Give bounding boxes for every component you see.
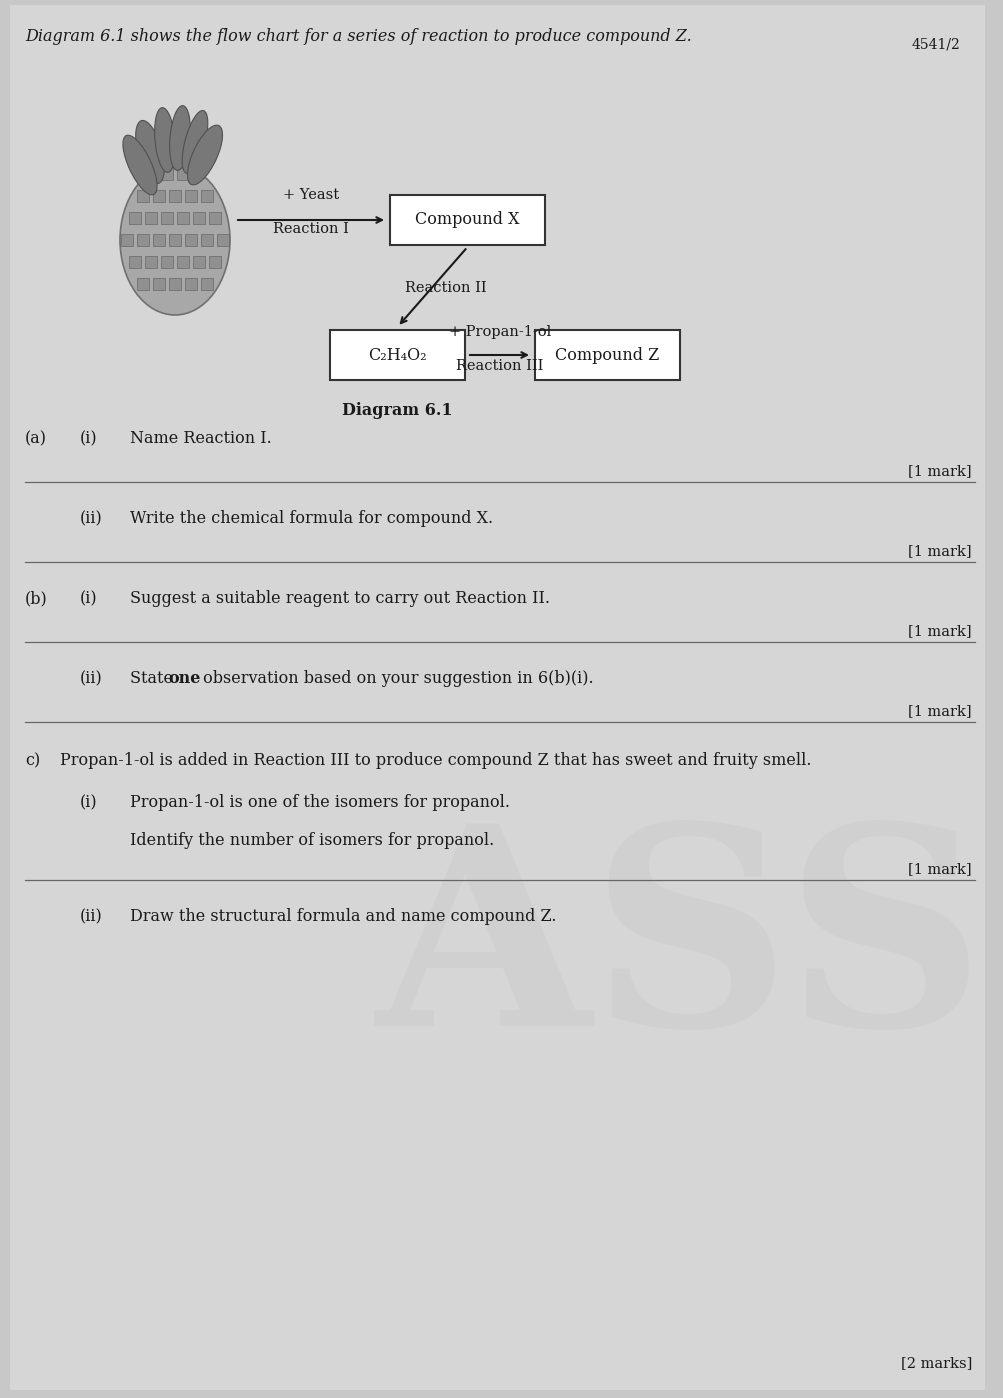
- Text: (i): (i): [80, 590, 97, 607]
- Text: Compound X: Compound X: [415, 211, 520, 228]
- Bar: [389, 194, 545, 245]
- Text: State: State: [129, 670, 178, 686]
- Text: one: one: [168, 670, 201, 686]
- Text: Diagram 6.1: Diagram 6.1: [342, 403, 452, 419]
- Text: [1 mark]: [1 mark]: [908, 624, 971, 637]
- Ellipse shape: [122, 136, 156, 194]
- Text: 4541/2: 4541/2: [911, 38, 959, 52]
- Text: [1 mark]: [1 mark]: [908, 705, 971, 719]
- Bar: [330, 330, 464, 380]
- Text: ASS: ASS: [374, 815, 984, 1085]
- Text: Propan-1-ol is one of the isomers for propanol.: Propan-1-ol is one of the isomers for pr…: [129, 794, 510, 811]
- Text: + Propan-1-ol: + Propan-1-ol: [448, 324, 551, 338]
- Text: + Yeast: + Yeast: [283, 187, 339, 201]
- Text: [1 mark]: [1 mark]: [908, 464, 971, 478]
- Text: observation based on your suggestion in 6(b)(i).: observation based on your suggestion in …: [198, 670, 593, 686]
- Text: Reaction I: Reaction I: [273, 222, 349, 236]
- Ellipse shape: [154, 108, 176, 172]
- Text: (a): (a): [25, 431, 47, 447]
- Ellipse shape: [170, 106, 191, 171]
- Text: Draw the structural formula and name compound Z.: Draw the structural formula and name com…: [129, 907, 556, 925]
- Text: [1 mark]: [1 mark]: [908, 863, 971, 877]
- Text: Write the chemical formula for compound X.: Write the chemical formula for compound …: [129, 510, 492, 527]
- Text: [1 mark]: [1 mark]: [908, 544, 971, 558]
- Text: Reaction III: Reaction III: [455, 359, 544, 373]
- Text: Identify the number of isomers for propanol.: Identify the number of isomers for propa…: [129, 832, 493, 849]
- Text: (b): (b): [25, 590, 48, 607]
- Text: (ii): (ii): [80, 907, 102, 925]
- Text: c): c): [25, 752, 40, 769]
- Text: (i): (i): [80, 431, 97, 447]
- Bar: [535, 330, 679, 380]
- Text: Suggest a suitable reagent to carry out Reaction II.: Suggest a suitable reagent to carry out …: [129, 590, 550, 607]
- Text: (i): (i): [80, 794, 97, 811]
- Text: Propan-1-ol is added in Reaction III to produce compound Z that has sweet and fr: Propan-1-ol is added in Reaction III to …: [60, 752, 810, 769]
- Text: [2 marks]: [2 marks]: [900, 1356, 971, 1370]
- Text: Reaction II: Reaction II: [405, 281, 486, 295]
- Text: (ii): (ii): [80, 510, 102, 527]
- Ellipse shape: [188, 124, 223, 185]
- Ellipse shape: [182, 110, 208, 173]
- Text: (ii): (ii): [80, 670, 102, 686]
- Text: C₂H₄O₂: C₂H₄O₂: [368, 347, 426, 363]
- Text: Diagram 6.1 shows the flow chart for a series of reaction to produce compound Z.: Diagram 6.1 shows the flow chart for a s…: [25, 28, 691, 45]
- Ellipse shape: [135, 120, 164, 183]
- Ellipse shape: [120, 165, 230, 315]
- Text: Name Reaction I.: Name Reaction I.: [129, 431, 272, 447]
- Text: Compound Z: Compound Z: [555, 347, 659, 363]
